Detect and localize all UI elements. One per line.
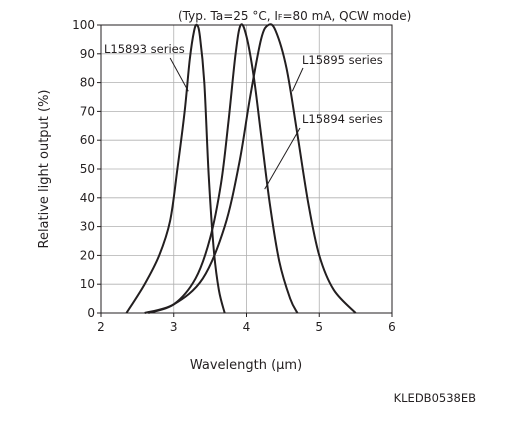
series-line-2: [147, 23, 299, 314]
x-tick-label: 5: [315, 320, 323, 334]
series-line-3: [144, 23, 357, 314]
x-tick-label: 6: [388, 320, 396, 334]
y-tick-label: 60: [80, 133, 95, 147]
y-tick-label: 50: [80, 162, 95, 176]
y-tick-label: 0: [87, 306, 95, 320]
series-leader-line: [264, 127, 301, 190]
figure-code: KLEDB0538EB: [394, 391, 476, 405]
chart-condition: (Typ. Ta=25 °C, IF=80 mA, QCW mode): [178, 9, 411, 23]
x-tick-label: 2: [97, 320, 105, 334]
series-annotations: L15893 series L15895 series L15894 series: [104, 42, 383, 190]
y-tick-label: 70: [80, 104, 95, 118]
x-tick-label: 4: [243, 320, 251, 334]
y-tick-label: 10: [80, 277, 95, 291]
x-axis-label: Wavelength (μm): [190, 358, 302, 373]
y-tick-label: 100: [72, 18, 95, 32]
y-tick-label: 80: [80, 76, 95, 90]
x-axis-ticks: 2 3 4 5 6: [97, 313, 396, 334]
series-label: L15895 series: [302, 53, 383, 67]
series-label: L15894 series: [302, 112, 383, 126]
y-axis-ticks: 0 10 20 30 40 50 60 70 80 90 100: [72, 18, 101, 320]
series-label: L15893 series: [104, 42, 185, 56]
y-tick-label: 30: [80, 220, 95, 234]
x-tick-label: 3: [170, 320, 178, 334]
y-tick-label: 90: [80, 47, 95, 61]
series-leader-line: [169, 57, 189, 92]
gridlines: [101, 25, 392, 313]
series-lines: [125, 23, 357, 314]
y-tick-label: 20: [80, 248, 95, 262]
series-leader-line: [291, 67, 304, 92]
y-tick-label: 40: [80, 191, 95, 205]
y-axis-label: Relative light output (%): [37, 89, 52, 248]
